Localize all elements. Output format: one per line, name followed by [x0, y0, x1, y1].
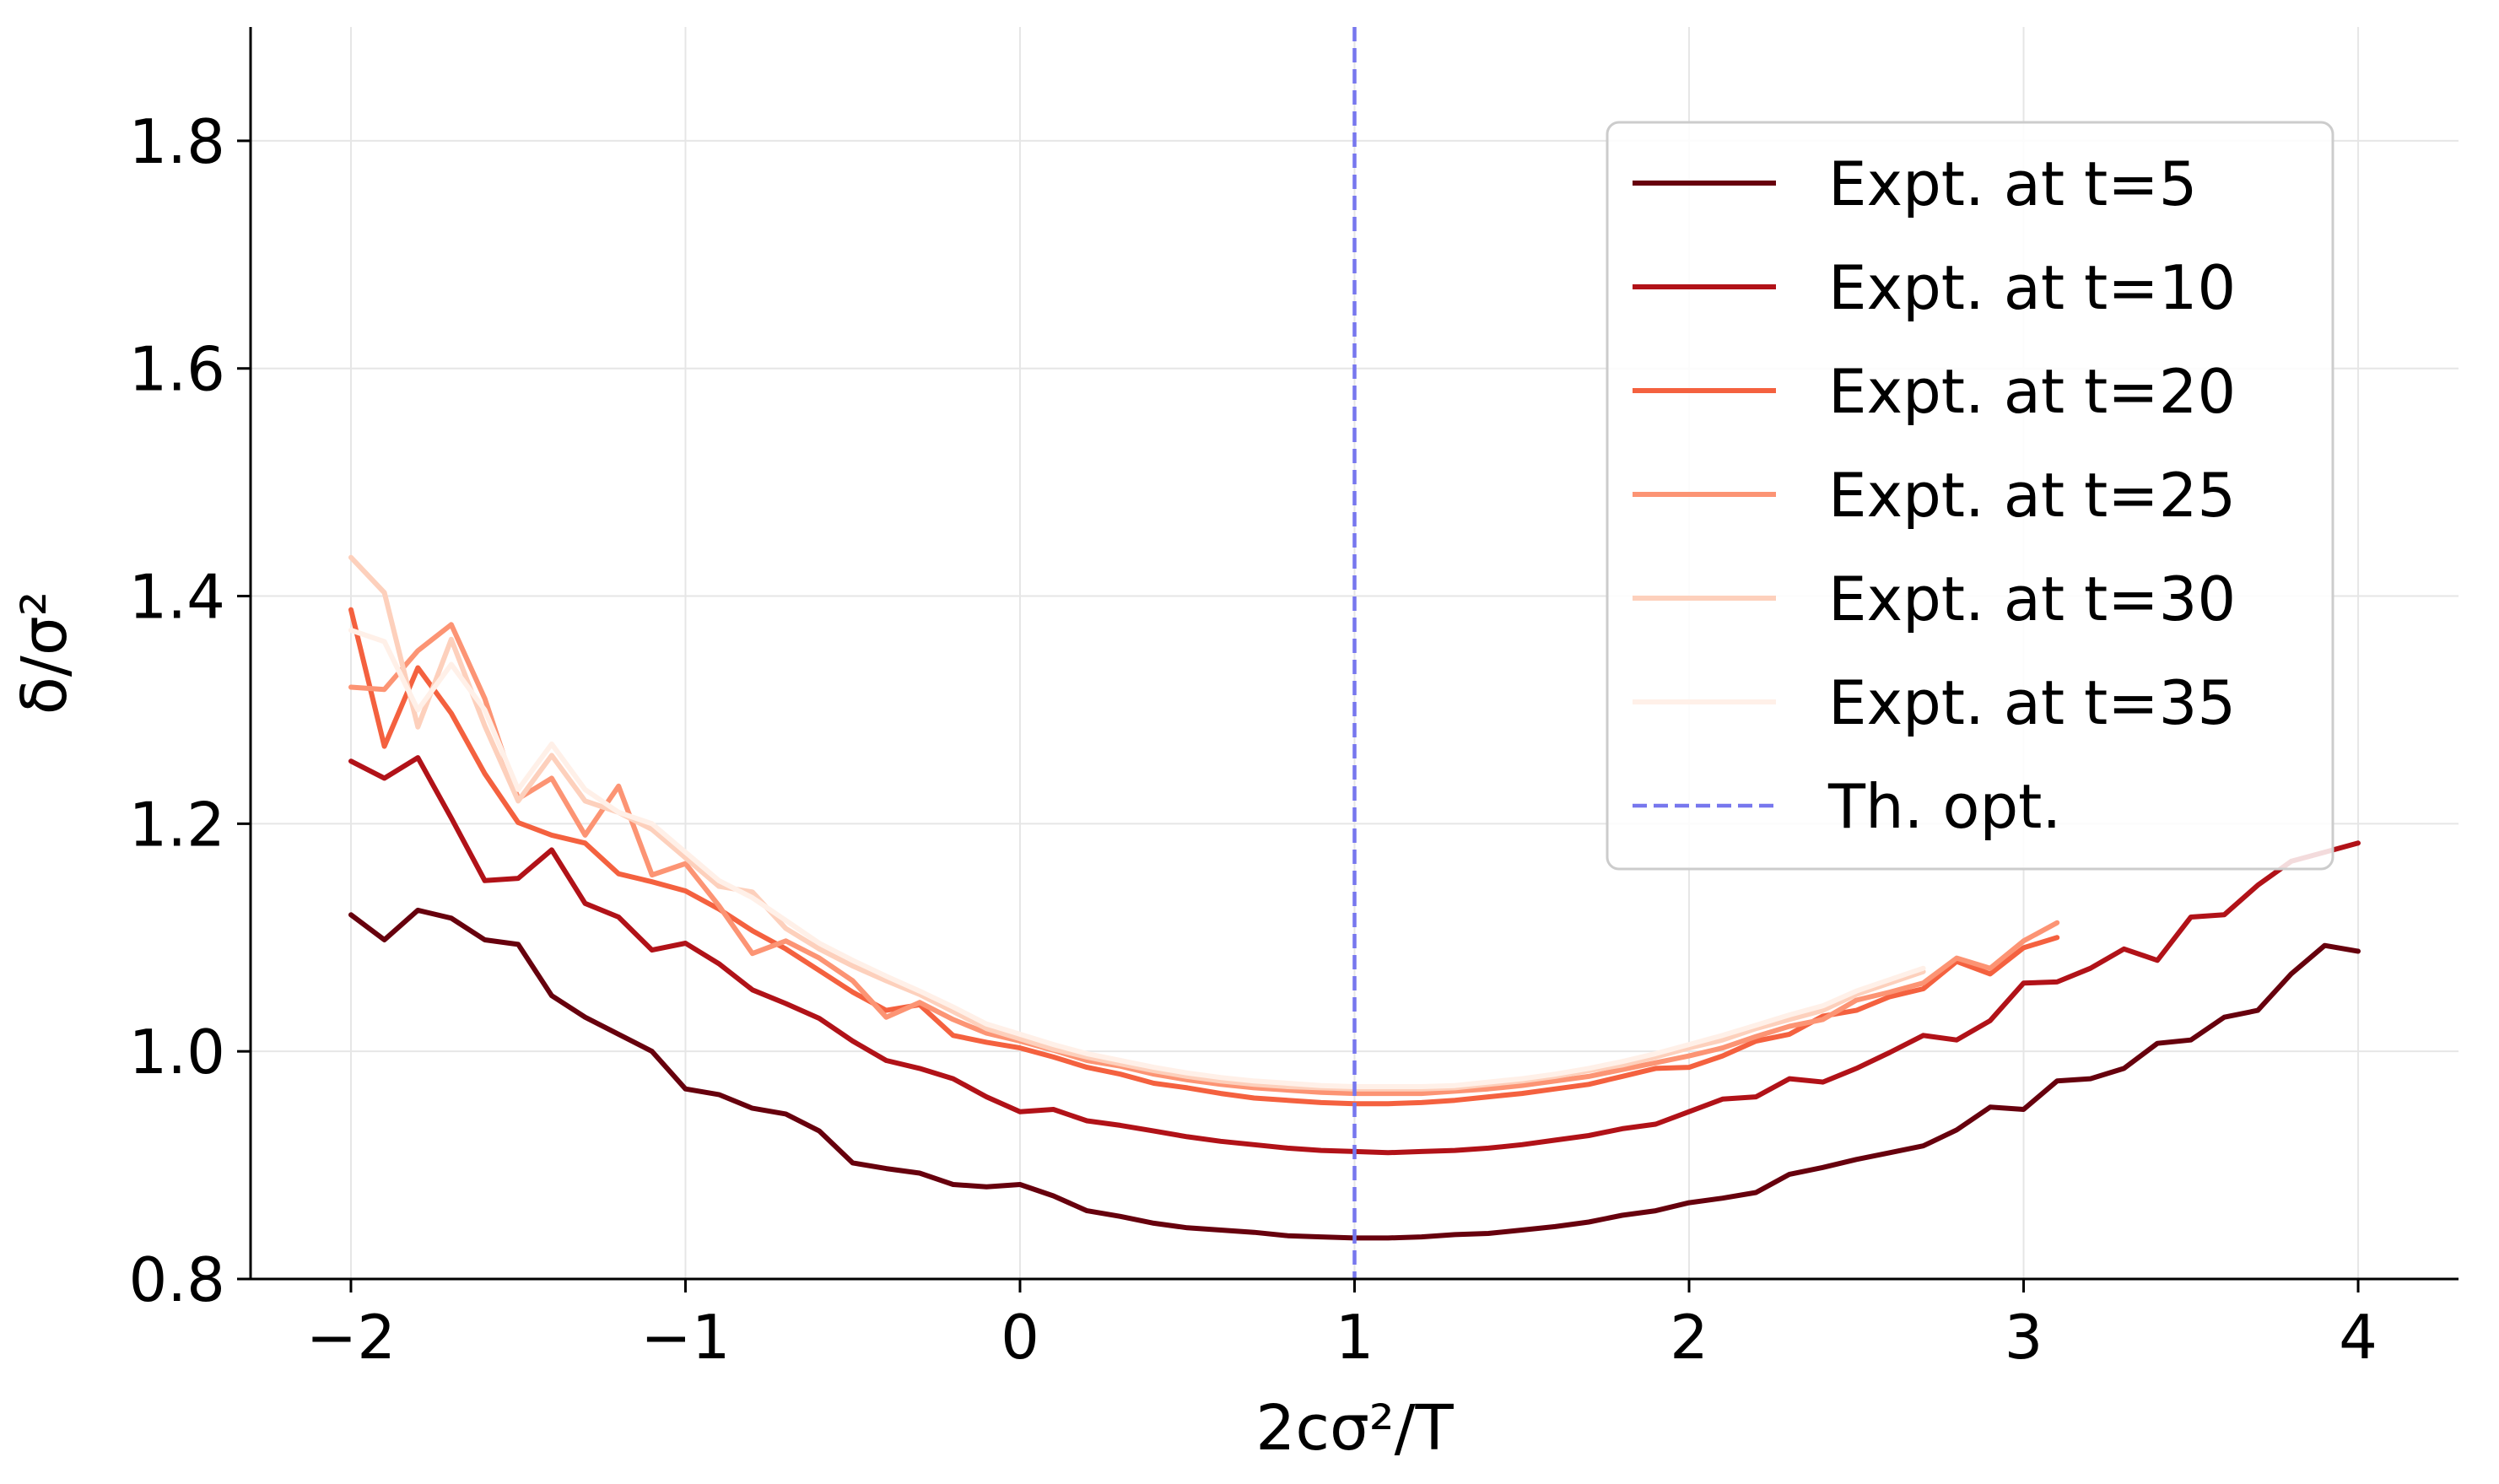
y-tick-label-4: 1.6 [128, 334, 225, 405]
x-tick-label-6: 4 [2339, 1302, 2378, 1373]
axes [237, 27, 2459, 1292]
x-tick-label-0: −2 [306, 1302, 396, 1373]
legend-label-3: Expt. at t=25 [1828, 460, 2236, 531]
legend-label-5: Expt. at t=35 [1828, 667, 2236, 738]
series-line-2 [348, 607, 2060, 1107]
legend-label-4: Expt. at t=30 [1828, 564, 2236, 634]
y-axis-label: δ/σ² [8, 591, 81, 715]
series-line-3 [348, 622, 2060, 1097]
y-tick-label-2: 1.2 [128, 789, 225, 860]
x-tick-label-4: 2 [1670, 1302, 1708, 1373]
legend-label-2: Expt. at t=20 [1828, 356, 2236, 427]
x-tick-label-3: 1 [1336, 1302, 1374, 1373]
x-tick-label-2: 0 [1001, 1302, 1039, 1373]
series-line-5 [348, 628, 1926, 1089]
x-axis-label: 2cσ²/T [1255, 1392, 1454, 1465]
y-tick-label-1: 1.0 [128, 1017, 225, 1087]
x-tick-label-1: −1 [640, 1302, 730, 1373]
legend-label-6: Th. opt. [1827, 771, 2061, 842]
tick-labels: −2 −1 0 1 2 3 4 0.8 1.0 1.2 1.4 1.6 1.8 [128, 106, 2377, 1373]
y-tick-label-3: 1.4 [128, 562, 225, 633]
x-tick-label-5: 3 [2005, 1302, 2043, 1373]
legend-label-0: Expt. at t=5 [1828, 148, 2197, 219]
legend-box [1606, 121, 2334, 871]
legend-label-1: Expt. at t=10 [1828, 252, 2236, 323]
legend: Expt. at t=5 Expt. at t=10 Expt. at t=20 Ex… [1606, 121, 2334, 871]
y-tick-label-5: 1.8 [128, 106, 225, 177]
y-tick-label-0: 0.8 [128, 1244, 225, 1315]
axis-labels: 2cσ²/T δ/σ² [8, 591, 1455, 1465]
